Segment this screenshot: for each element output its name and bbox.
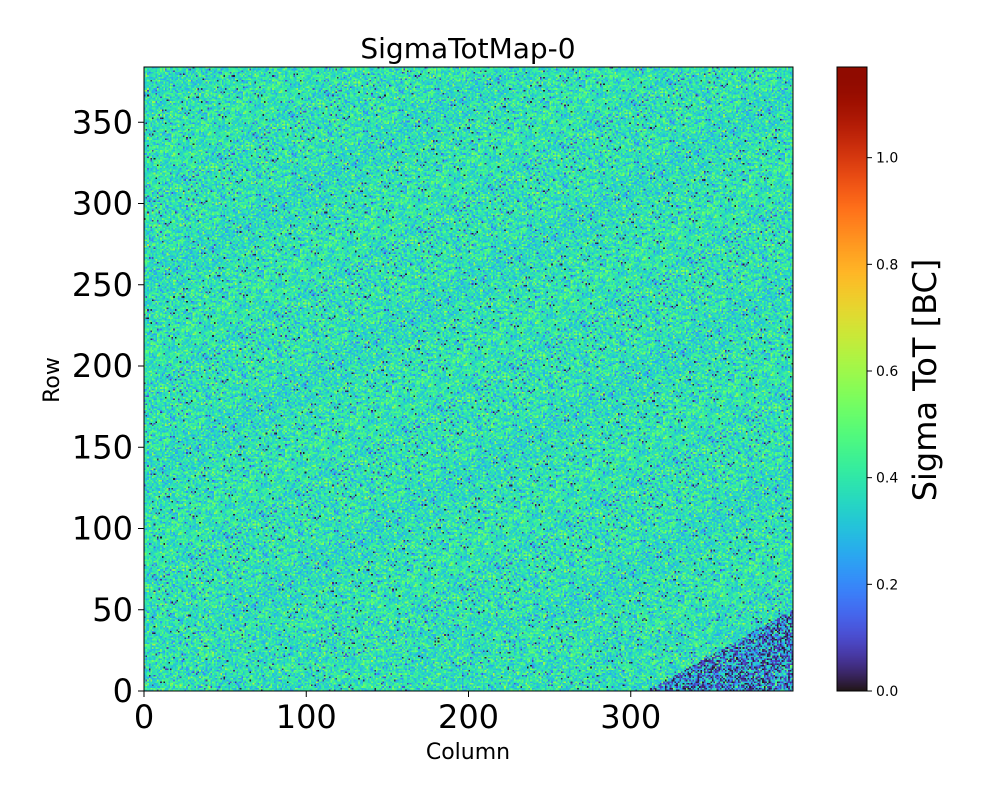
colorbar-gradient bbox=[837, 67, 867, 691]
colorbar-tick-label: 0.8 bbox=[876, 257, 898, 273]
colorbar-ticks: 0.0 0.2 0.4 0.6 0.8 1.0 bbox=[867, 151, 898, 700]
x-tick-label: 100 bbox=[276, 698, 337, 736]
colorbar-tick-label: 0.6 bbox=[876, 364, 898, 380]
y-tick-label: 0 bbox=[113, 672, 133, 710]
y-axis-ticks: 0 50 100 150 200 250 300 350 bbox=[72, 103, 144, 710]
colorbar-frame bbox=[836, 66, 868, 692]
colorbar-tick-label: 0.4 bbox=[876, 471, 898, 487]
y-tick-label: 150 bbox=[72, 428, 133, 466]
y-tick-label: 200 bbox=[72, 347, 133, 385]
y-tick-label: 50 bbox=[92, 591, 133, 629]
colorbar-tick-label: 0.0 bbox=[876, 684, 898, 700]
y-tick-label: 250 bbox=[72, 266, 133, 304]
x-axis-ticks: 0 100 200 300 bbox=[134, 691, 661, 736]
colorbar-tick-label: 0.2 bbox=[876, 577, 898, 593]
y-tick-label: 350 bbox=[72, 103, 133, 141]
y-tick-label: 300 bbox=[72, 185, 133, 223]
heatmap-image bbox=[144, 67, 793, 691]
plot-frame bbox=[143, 66, 794, 692]
x-tick-label: 300 bbox=[600, 698, 661, 736]
y-tick-label: 100 bbox=[72, 510, 133, 548]
chart-title: SigmaTotMap-0 bbox=[360, 32, 575, 65]
x-tick-label: 200 bbox=[438, 698, 499, 736]
colorbar-tick-label: 1.0 bbox=[876, 151, 898, 167]
colorbar-label: Sigma ToT [BC] bbox=[906, 259, 944, 502]
y-axis-label: Row bbox=[40, 357, 65, 403]
x-axis-label: Column bbox=[426, 740, 510, 765]
x-tick-label: 0 bbox=[134, 698, 154, 736]
